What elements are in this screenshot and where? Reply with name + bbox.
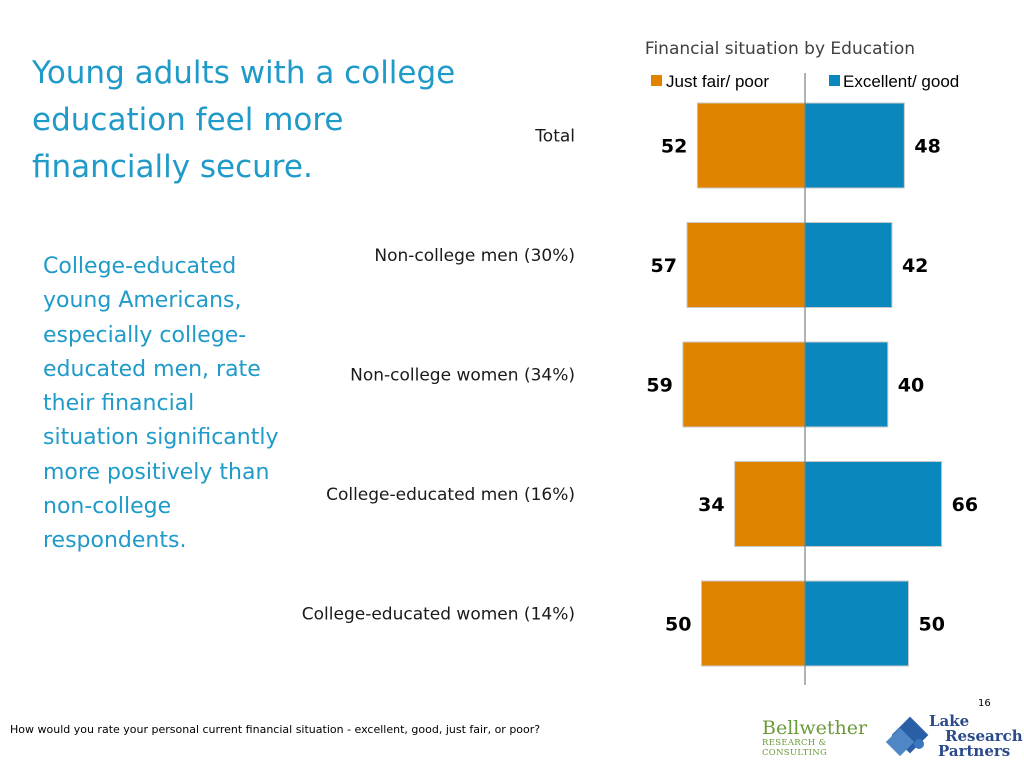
category-label-total: Total [534,127,575,147]
value-label-excellent-good-non-college-women-34: 40 [898,375,924,397]
bar-excellent-good-college-educated-men-16 [804,461,943,547]
legend-label-excellent-good: Excellent/ good [843,72,959,91]
bar-just-fair-poor-non-college-men-30 [686,222,806,308]
legend-label-just-fair-poor: Just fair/ poor [666,72,769,91]
chart-title: Financial situation by Education [645,39,915,59]
lake-logo-line1: Lake [929,712,970,730]
diverging-bar-chart: Financial situation by Education Just fa… [302,39,978,685]
value-label-excellent-good-non-college-men-30: 42 [902,255,928,277]
lake-research-partners-logo: Lake Research Partners [885,712,1023,764]
bellwether-logo-subtitle: RESEARCH & CONSULTING [762,738,828,758]
value-label-just-fair-poor-non-college-women-34: 59 [646,375,672,397]
lake-logo-line3: Partners [938,742,1011,760]
bar-excellent-good-total [804,102,905,189]
bar-just-fair-poor-college-educated-men-16 [734,461,806,547]
category-label-non-college-women-34: Non-college women (34%) [350,366,575,386]
value-label-excellent-good-total: 48 [914,136,940,158]
slide-body-text: College-educated young Americans, especi… [43,254,279,554]
value-label-just-fair-poor-total: 52 [661,136,687,158]
chart-legend: Just fair/ poor Excellent/ good [651,72,959,91]
puzzle-piece-icon [885,716,929,757]
category-label-college-educated-men-16: College-educated men (16%) [326,485,575,505]
bar-just-fair-poor-college-educated-women-14 [701,580,806,667]
legend-swatch-just-fair-poor [651,75,662,86]
value-label-excellent-good-college-educated-men-16: 66 [952,494,978,516]
value-label-excellent-good-college-educated-women-14: 50 [919,614,945,636]
bar-excellent-good-college-educated-women-14 [804,580,909,667]
bar-just-fair-poor-non-college-women-34 [682,341,806,428]
slide-title: Young adults with a college education fe… [32,55,456,185]
lake-logo-line2: Research [945,727,1023,745]
bar-excellent-good-non-college-women-34 [804,341,889,428]
value-label-just-fair-poor-college-educated-women-14: 50 [665,614,691,636]
bar-excellent-good-non-college-men-30 [804,222,893,308]
page-number: 16 [978,698,991,709]
legend-swatch-excellent-good [829,75,840,86]
bellwether-logo: Bellwether RESEARCH & CONSULTING [762,718,872,760]
value-label-just-fair-poor-college-educated-men-16: 34 [698,494,724,516]
question-footnote: How would you rate your personal current… [10,723,541,736]
bellwether-logo-name: Bellwether [762,717,868,739]
bar-just-fair-poor-total [696,102,806,189]
category-label-non-college-men-30: Non-college men (30%) [374,246,575,266]
category-label-college-educated-women-14: College-educated women (14%) [302,605,575,625]
value-label-just-fair-poor-non-college-men-30: 57 [651,255,677,277]
